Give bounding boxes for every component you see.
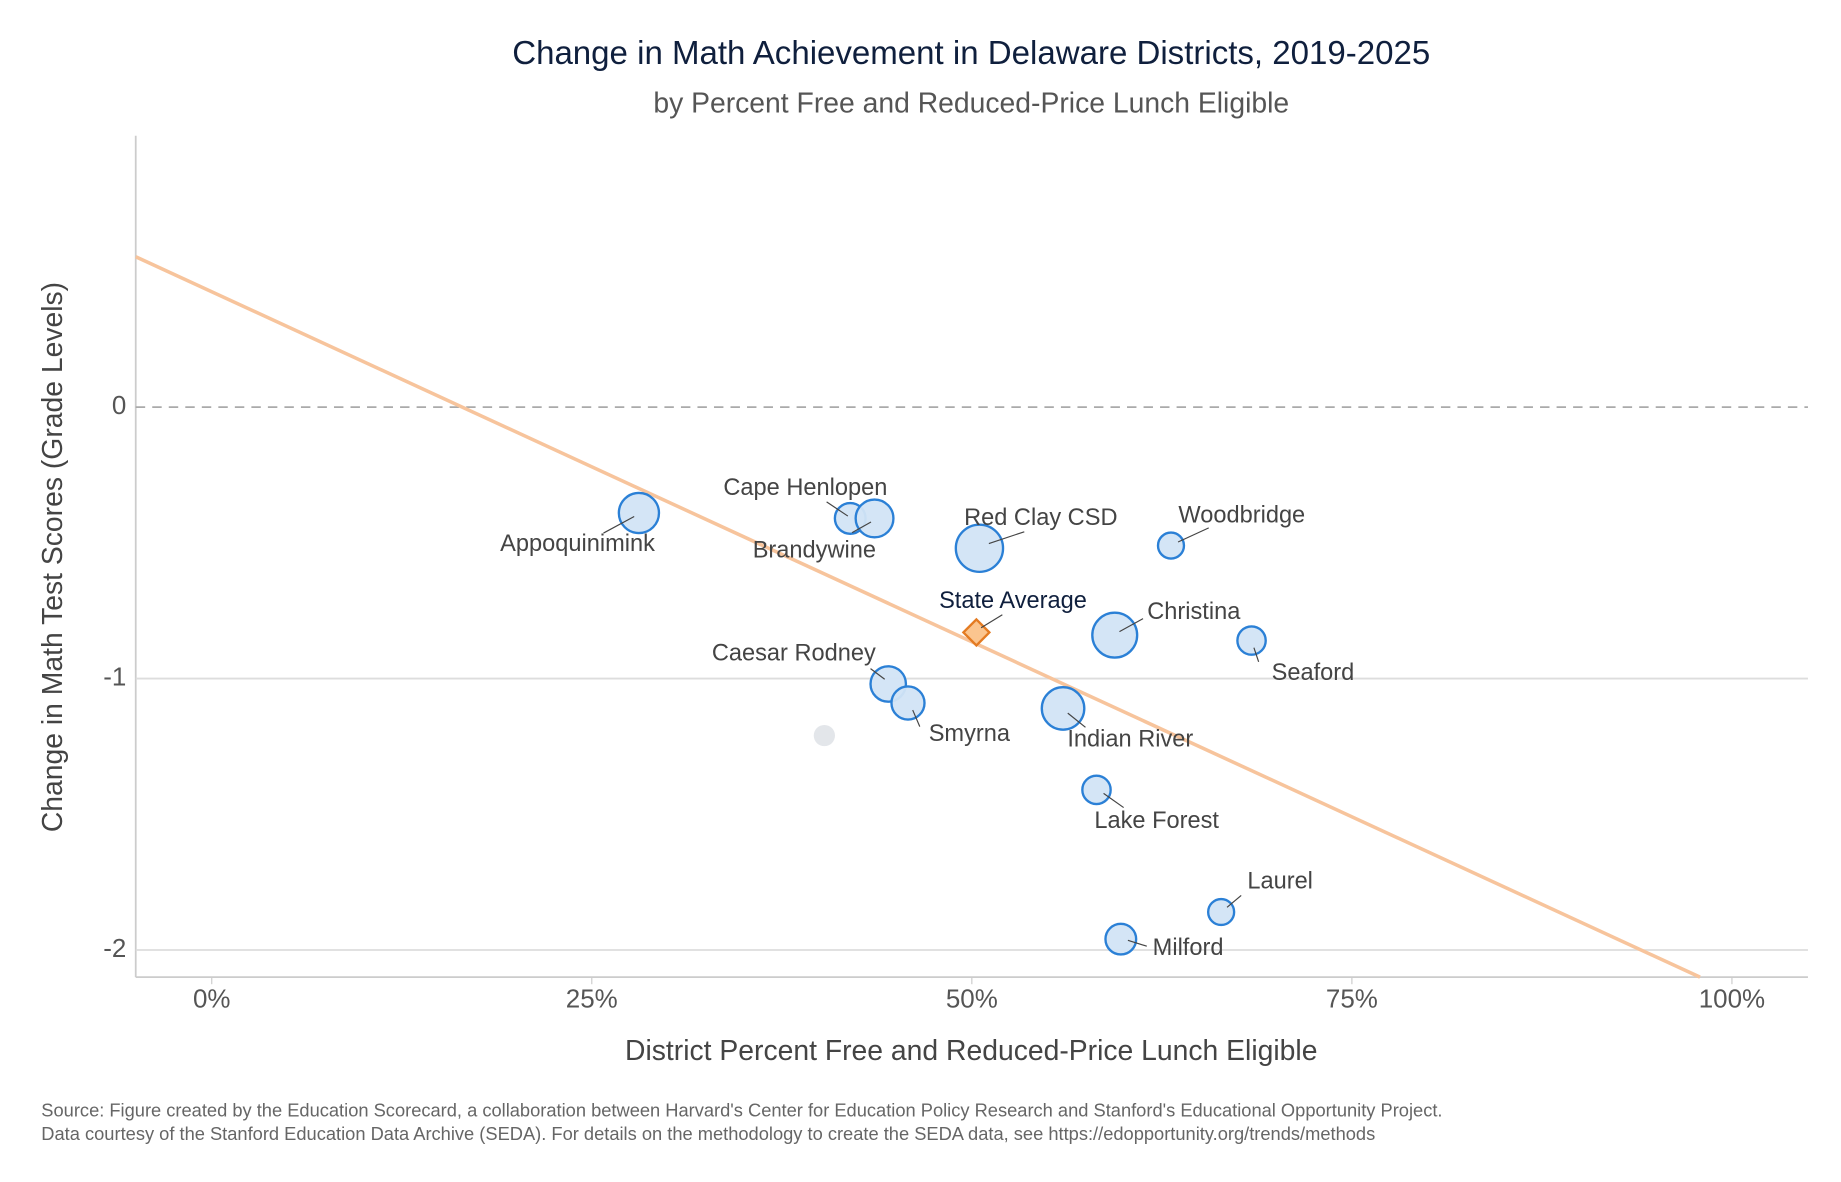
y-tick-label: -1 [103,661,126,691]
y-tick-label: 0 [112,390,126,420]
leader-line [1127,939,1147,947]
chart-subtitle: by Percent Free and Reduced-Price Lunch … [653,88,1289,120]
point [813,724,835,747]
source-note: Data courtesy of the Stanford Education … [41,1123,1375,1144]
point [1236,625,1267,656]
point-label: Lake Forest [1094,808,1219,834]
leader-line [1226,895,1242,908]
point-label: Appoquinimink [500,531,655,557]
point-label: Indian River [1067,727,1193,753]
point-label: Caesar Rodney [712,641,876,667]
x-tick-label: 0% [193,984,231,1014]
point-label: Red Clay CSD [964,505,1117,531]
point-label: Milford [1153,935,1224,961]
point [1040,685,1086,731]
point-label: Laurel [1247,869,1313,895]
x-tick-label: 75% [1326,984,1378,1014]
leader-line [1119,618,1144,633]
point [617,491,661,535]
point [854,498,895,539]
point [1091,611,1139,659]
y-tick-label: -2 [103,933,126,963]
point-label: Christina [1147,599,1241,625]
point-label: Brandywine [753,538,876,564]
point [1104,922,1138,956]
leader-line [826,501,849,517]
leader-line [1177,527,1209,543]
point [890,685,926,721]
source-note: Source: Figure created by the Education … [41,1099,1442,1120]
leader-line [851,521,872,534]
point-label: Woodbridge [1178,502,1305,528]
leader-line [870,668,886,680]
point-label: Seaford [1272,660,1355,686]
point [1156,531,1186,560]
state-average-marker [961,617,992,648]
leader-line [1103,792,1124,809]
leader-line [603,516,635,534]
point [1081,774,1112,806]
point-label: Smyrna [929,721,1011,747]
leader-line [1067,712,1086,728]
x-tick-label: 100% [1699,984,1765,1014]
chart-title: Change in Math Achievement in Delaware D… [512,35,1430,72]
point [1206,897,1236,927]
point [954,523,1005,574]
leader-line [912,709,921,727]
leader-line [988,531,1025,545]
x-axis-label: District Percent Free and Reduced-Price … [625,1035,1317,1067]
state-average-label: State Average [939,588,1087,614]
point-label: Cape Henlopen [723,475,887,501]
leader-line [1253,647,1260,662]
x-tick-label: 25% [566,984,618,1014]
x-tick-label: 50% [946,984,998,1014]
trendline [134,255,1701,979]
y-axis-label: Change in Math Test Scores (Grade Levels… [37,282,69,832]
leader-line [980,614,1003,629]
